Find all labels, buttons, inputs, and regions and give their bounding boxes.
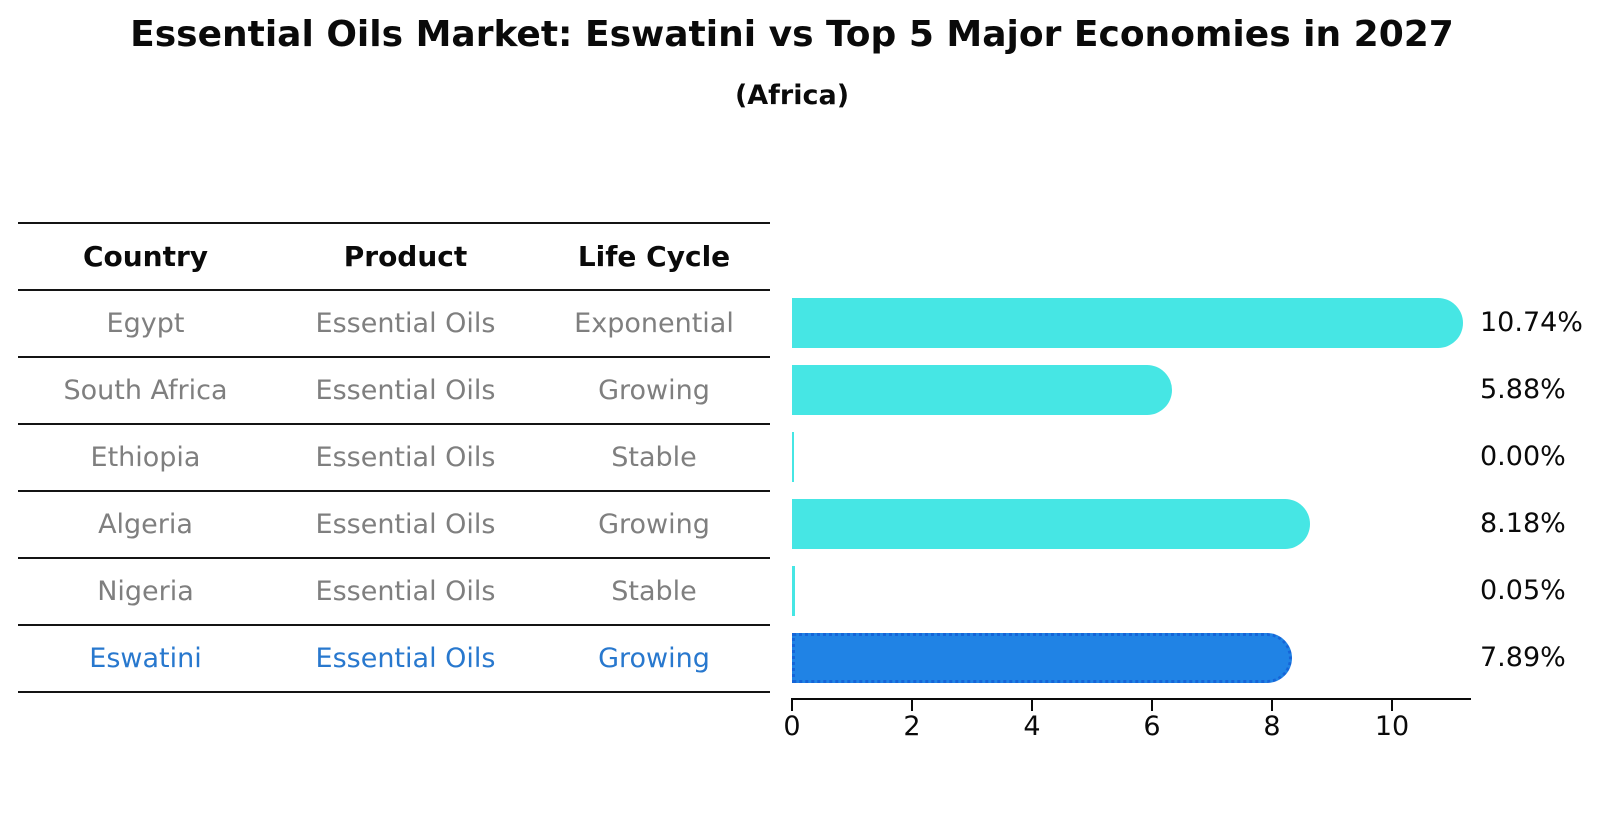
x-axis-line	[792, 698, 1471, 700]
life-cycle-cell: Stable	[611, 442, 697, 473]
country-cell: South Africa	[63, 375, 228, 406]
column-header-life-cycle: Life Cycle	[577, 240, 731, 273]
product-cell: Essential Oils	[315, 308, 496, 339]
product-cell: Essential Oils	[315, 643, 496, 674]
value-label: 0.05%	[1480, 575, 1566, 606]
country-cell: Eswatini	[89, 643, 202, 674]
column-header-country: Country	[82, 240, 209, 273]
table-row: Ethiopia Essential Oils Stable	[18, 423, 770, 490]
life-cycle-cell: Exponential	[574, 308, 734, 339]
country-cell: Algeria	[98, 509, 193, 540]
table-row: Nigeria Essential Oils Stable	[18, 557, 770, 624]
chart-title: Essential Oils Market: Eswatini vs Top 5…	[130, 14, 1454, 55]
table-row: South Africa Essential Oils Growing	[18, 356, 770, 423]
life-cycle-cell: Stable	[611, 576, 697, 607]
x-axis-tick-label: 0	[783, 711, 801, 742]
x-axis-tick	[911, 698, 913, 711]
value-label: 10.74%	[1480, 307, 1583, 338]
x-axis-tick-label: 10	[1374, 711, 1410, 742]
product-cell: Essential Oils	[315, 442, 496, 473]
life-cycle-cell: Growing	[598, 643, 710, 674]
product-cell: Essential Oils	[315, 375, 496, 406]
table-row: Egypt Essential Oils Exponential	[18, 289, 770, 356]
table-bottom-rule	[18, 691, 770, 693]
x-axis-tick	[1151, 698, 1153, 711]
country-cell: Ethiopia	[90, 442, 201, 473]
value-label: 7.89%	[1480, 642, 1566, 673]
product-cell: Essential Oils	[315, 509, 496, 540]
bar-ethiopia	[792, 431, 794, 482]
x-axis-tick-label: 4	[1023, 711, 1041, 742]
x-axis-tick	[1031, 698, 1033, 711]
country-cell: Egypt	[106, 308, 185, 339]
bar-south-africa	[792, 364, 1172, 415]
bar-egypt	[792, 297, 1464, 348]
value-label: 8.18%	[1480, 508, 1566, 539]
x-axis-tick-label: 8	[1263, 711, 1281, 742]
x-axis-tick	[1391, 698, 1393, 711]
value-label: 5.88%	[1480, 374, 1566, 405]
x-axis-tick-label: 2	[903, 711, 921, 742]
value-label: 0.00%	[1480, 441, 1566, 472]
x-axis-tick-label: 6	[1143, 711, 1161, 742]
bar-eswatini-highlighted	[792, 632, 1293, 683]
table-header-row: Country Product Life Cycle	[18, 222, 770, 289]
column-header-product: Product	[343, 240, 468, 273]
table-row-highlighted-eswatini: Eswatini Essential Oils Growing	[18, 624, 770, 691]
x-axis-tick	[791, 698, 793, 711]
table-row: Algeria Essential Oils Growing	[18, 490, 770, 557]
bar-algeria	[792, 498, 1310, 549]
bar-nigeria	[792, 565, 795, 616]
x-axis-tick	[1271, 698, 1273, 711]
country-cell: Nigeria	[97, 576, 194, 607]
chart-subtitle: (Africa)	[734, 80, 850, 111]
product-cell: Essential Oils	[315, 576, 496, 607]
life-cycle-cell: Growing	[598, 375, 710, 406]
life-cycle-cell: Growing	[598, 509, 710, 540]
